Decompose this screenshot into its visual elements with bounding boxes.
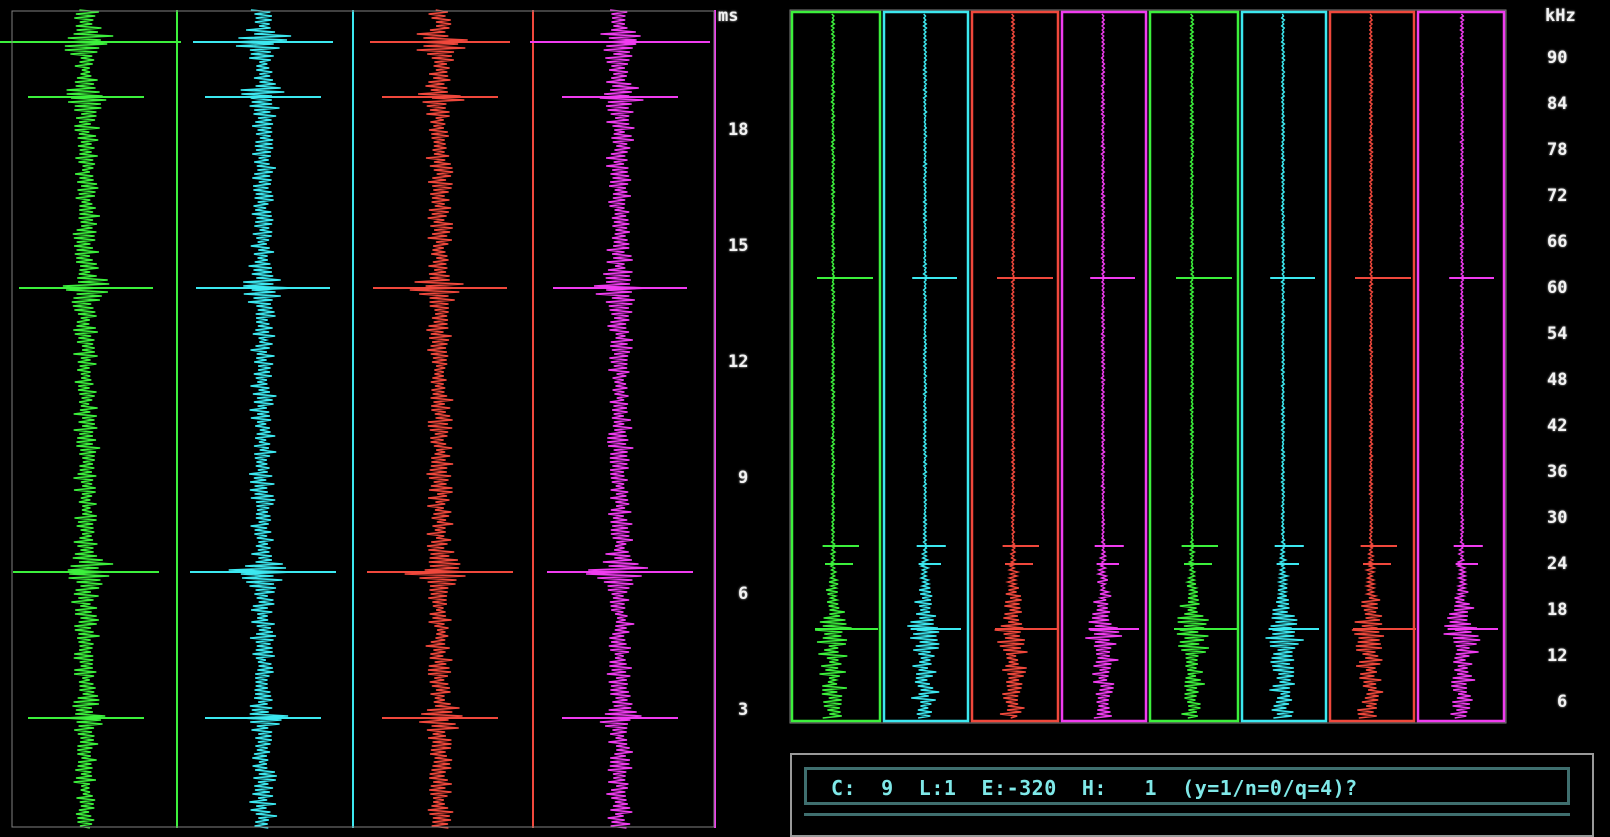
khz-tick-78: 78 — [1547, 140, 1568, 160]
spectrum-frame-2 — [882, 10, 970, 723]
ms-tick-6: 6 — [738, 584, 749, 604]
status-divider — [804, 813, 1570, 816]
khz-tick-36: 36 — [1547, 462, 1568, 482]
status-prompt-frame: C: 9 L:1 E:-320 H: 1 (y=1/n=0/q=4)? — [804, 767, 1570, 805]
khz-tick-48: 48 — [1547, 370, 1568, 390]
spectrum-frame-3 — [970, 10, 1060, 723]
khz-unit-label: kHz — [1545, 6, 1576, 26]
spectrum-3 — [994, 13, 1028, 719]
spectrum-7 — [1351, 13, 1385, 719]
ms-tick-3: 3 — [738, 700, 749, 720]
spectrum-frame-5 — [1148, 10, 1240, 723]
khz-tick-6: 6 — [1557, 692, 1568, 712]
spectrum-frame-1 — [790, 10, 882, 723]
ms-tick-9: 9 — [738, 468, 749, 488]
status-prompt-box: C: 9 L:1 E:-320 H: 1 (y=1/n=0/q=4)? — [790, 753, 1594, 837]
right-frame — [789, 9, 1507, 724]
waveform-1 — [62, 9, 114, 829]
khz-tick-90: 90 — [1547, 48, 1568, 68]
waveform-3 — [404, 9, 468, 829]
ms-tick-15: 15 — [728, 236, 749, 256]
khz-tick-30: 30 — [1547, 508, 1568, 528]
waveform-4 — [586, 9, 649, 829]
spectrum-frame-6 — [1240, 10, 1328, 723]
khz-tick-24: 24 — [1547, 554, 1568, 574]
khz-tick-60: 60 — [1547, 278, 1568, 298]
spectrum-5 — [1176, 13, 1209, 719]
khz-tick-66: 66 — [1547, 232, 1568, 252]
khz-tick-18: 18 — [1547, 600, 1568, 620]
spectrum-frame-7 — [1328, 10, 1416, 723]
spectrum-2 — [907, 13, 940, 719]
time-domain-panel — [0, 9, 716, 829]
ms-tick-18: 18 — [728, 120, 749, 140]
khz-tick-54: 54 — [1547, 324, 1568, 344]
status-prompt-text[interactable]: C: 9 L:1 E:-320 H: 1 (y=1/n=0/q=4)? — [831, 776, 1358, 800]
khz-tick-12: 12 — [1547, 646, 1568, 666]
spectrum-4 — [1085, 13, 1123, 719]
spectrum-frame-4 — [1060, 10, 1148, 723]
khz-tick-42: 42 — [1547, 416, 1568, 436]
spectrum-frame-8 — [1416, 10, 1506, 723]
khz-tick-72: 72 — [1547, 186, 1568, 206]
ms-tick-12: 12 — [728, 352, 749, 372]
waveform-2 — [228, 9, 294, 829]
frequency-domain-panel — [789, 9, 1507, 724]
left-frame — [11, 10, 715, 828]
spectrum-1 — [815, 13, 852, 719]
spectrum-6 — [1265, 13, 1304, 719]
ms-unit-label: ms — [718, 6, 739, 26]
khz-tick-84: 84 — [1547, 94, 1568, 114]
spectrum-8 — [1443, 13, 1481, 719]
